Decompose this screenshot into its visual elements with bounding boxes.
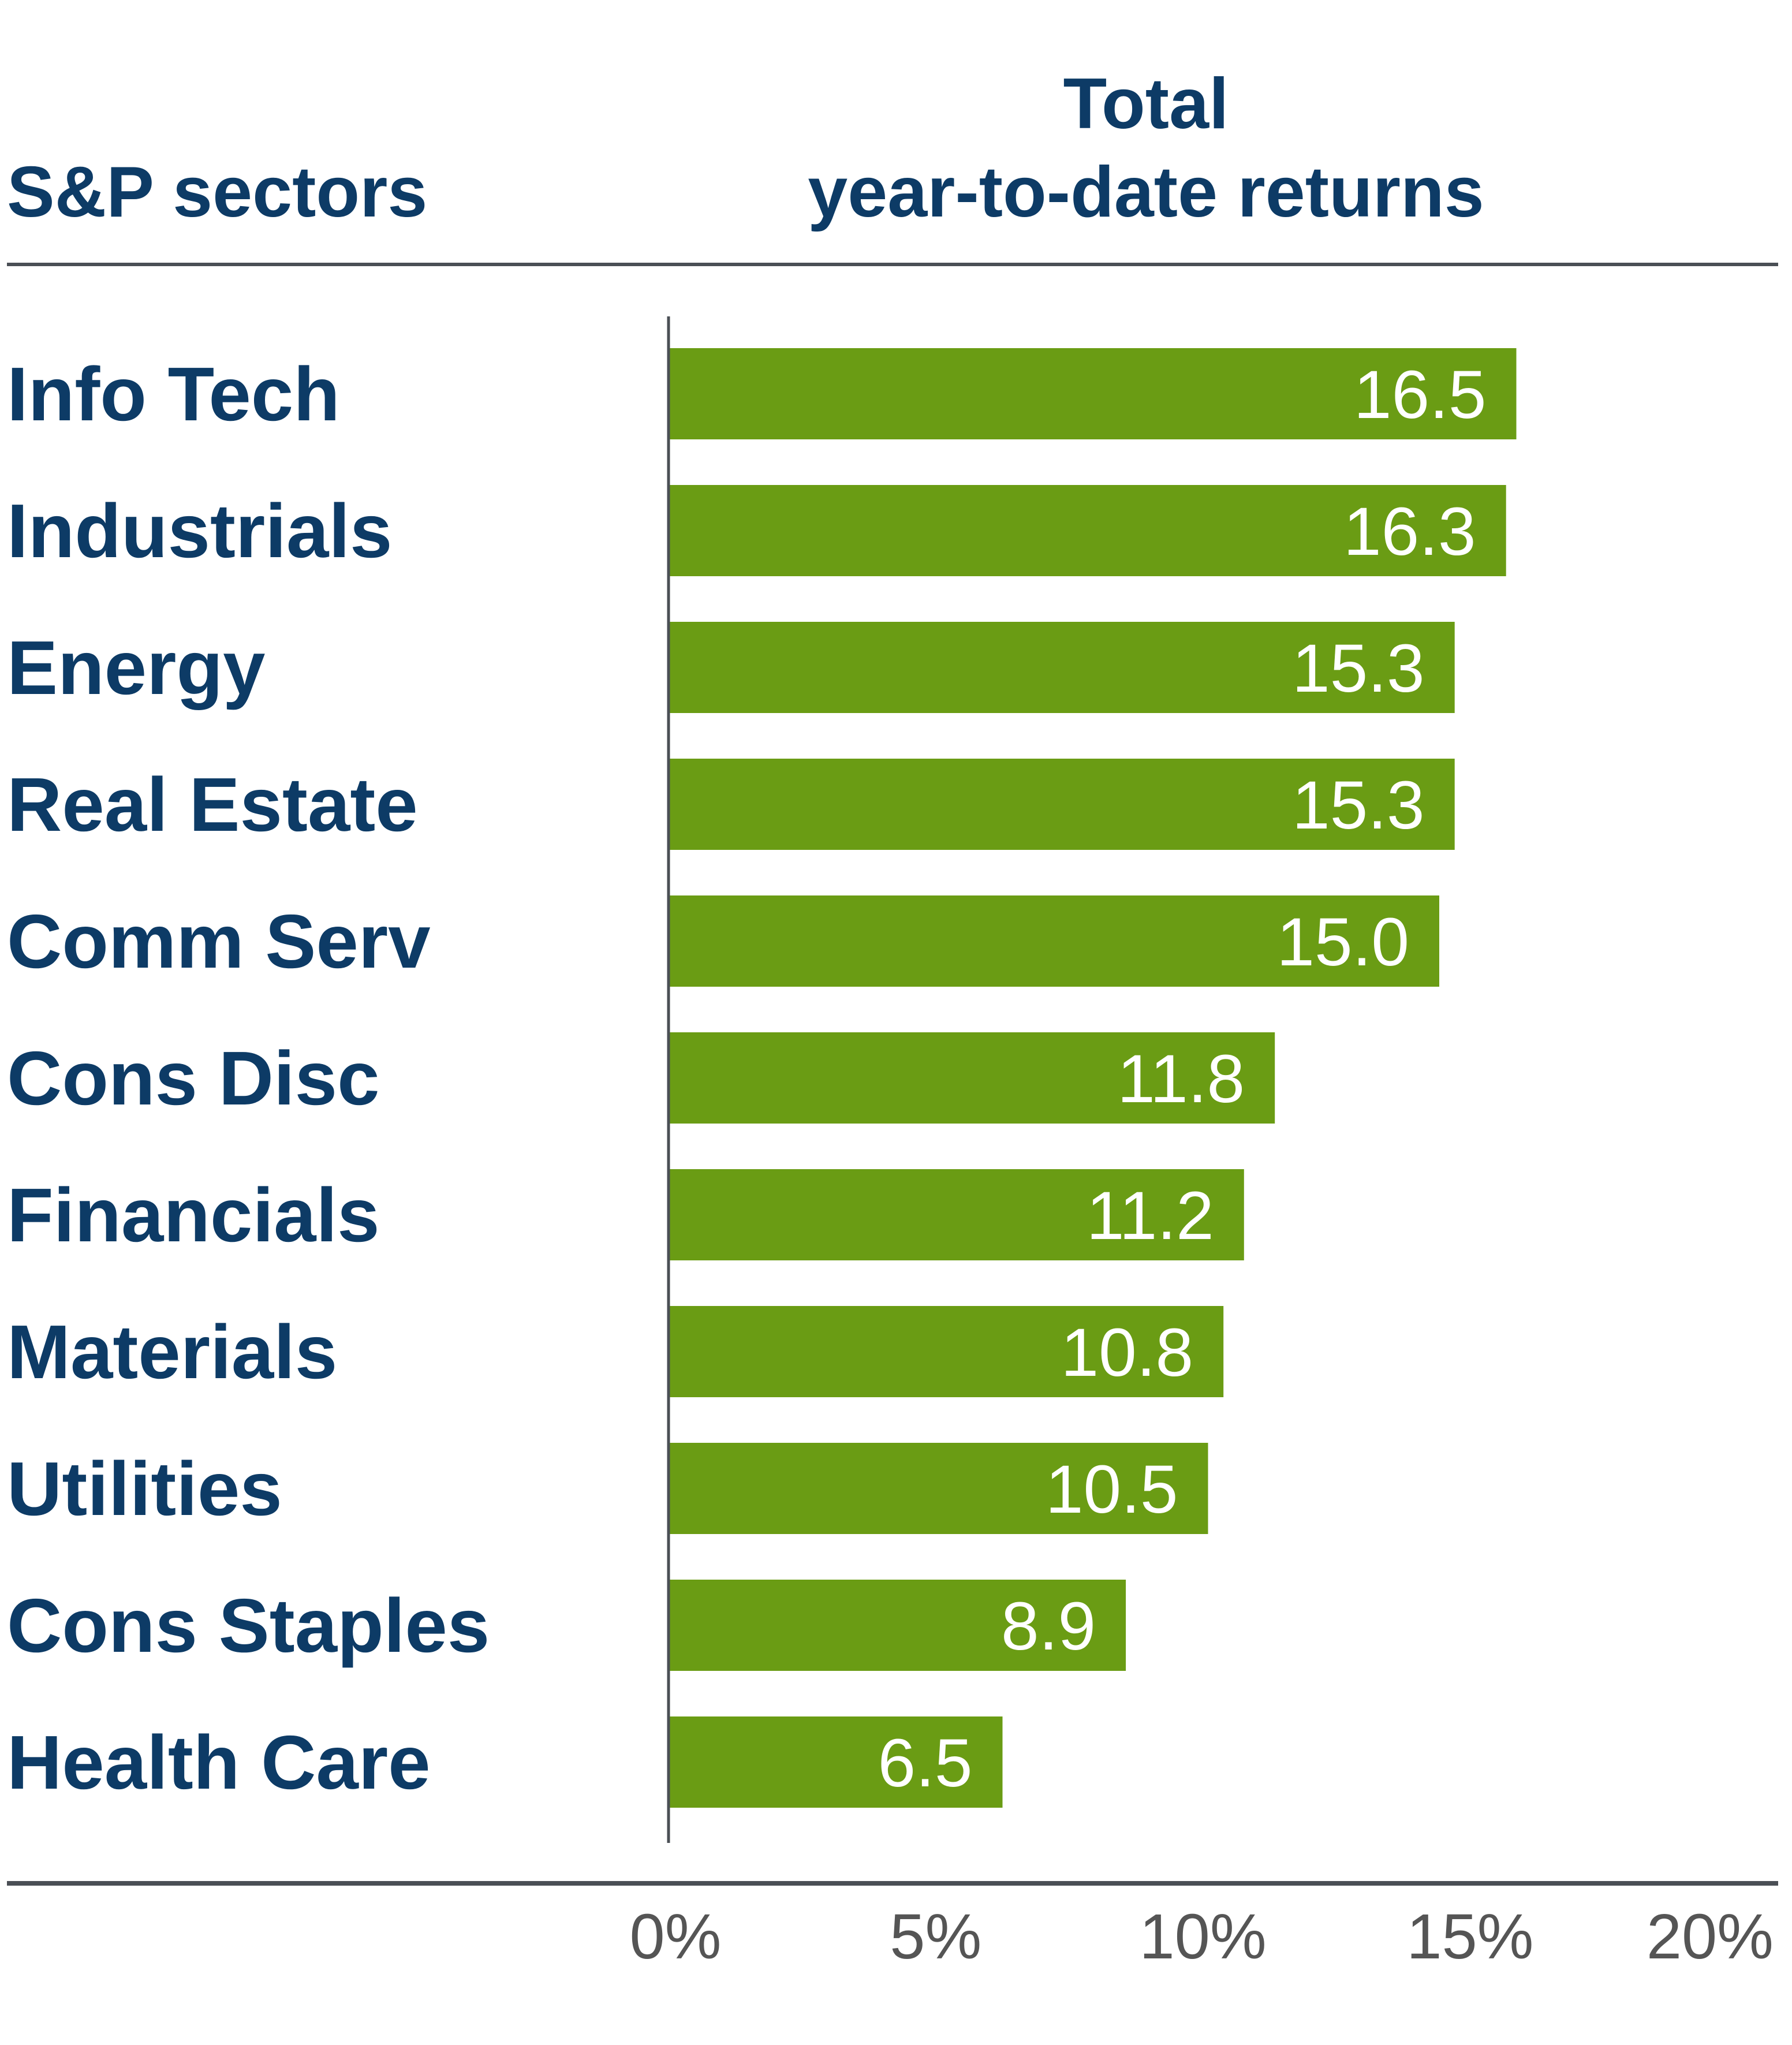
value-label: 15.3 <box>1292 630 1425 707</box>
category-label: Cons Disc <box>7 1036 380 1121</box>
value-label: 15.0 <box>1276 904 1409 980</box>
category-label: Cons Staples <box>7 1583 490 1668</box>
value-label: 11.2 <box>1087 1178 1214 1254</box>
category-label: Info Tech <box>7 352 340 436</box>
bar-energy <box>669 622 1455 713</box>
bar-cons-disc <box>669 1032 1275 1124</box>
value-labels: 16.5 16.3 15.3 15.3 15.0 11.8 11.2 10.8 10.5 8.9 6… <box>878 357 1486 1801</box>
value-label: 16.3 <box>1343 494 1476 570</box>
category-label: Real Estate <box>7 762 418 847</box>
value-label: 8.9 <box>1001 1588 1096 1665</box>
category-label: Materials <box>7 1309 337 1394</box>
x-tick-label: 20% <box>1647 1901 1774 1972</box>
category-label: Financials <box>7 1173 380 1257</box>
category-label: Industrials <box>7 488 392 573</box>
category-label: Energy <box>7 625 266 710</box>
bar-financials <box>669 1169 1244 1260</box>
bars <box>669 348 1517 1808</box>
category-label: Utilities <box>7 1446 282 1531</box>
value-label: 10.5 <box>1046 1451 1178 1528</box>
bar-industrials <box>669 485 1506 576</box>
bar-health-care <box>669 1716 1003 1808</box>
x-tick-label: 10% <box>1140 1901 1267 1972</box>
value-label: 11.8 <box>1117 1041 1245 1117</box>
value-label: 16.5 <box>1354 357 1487 433</box>
sectors-header: S&P sectors <box>7 152 427 232</box>
x-tick-labels: 0% 5% 10% 15% 20% <box>630 1901 1774 1972</box>
bar-utilities <box>669 1443 1208 1534</box>
x-tick-label: 15% <box>1406 1901 1533 1972</box>
x-tick-label: 0% <box>630 1901 722 1972</box>
category-label: Comm Serv <box>7 899 431 984</box>
bar-comm-serv <box>669 895 1439 987</box>
bar-real-estate <box>669 759 1455 850</box>
value-label: 10.8 <box>1061 1315 1194 1391</box>
bar-materials <box>669 1306 1224 1397</box>
returns-title-line2: year-to-date returns <box>808 152 1484 232</box>
value-label: 6.5 <box>878 1725 972 1801</box>
bar-info-tech <box>669 348 1517 439</box>
returns-title-line1: Total <box>1063 64 1229 144</box>
x-tick-label: 5% <box>890 1901 981 1972</box>
bar-cons-staples <box>669 1580 1126 1671</box>
value-label: 15.3 <box>1292 767 1425 844</box>
category-labels: Info Tech Industrials Energy Real Estate Com… <box>7 352 490 1805</box>
category-label: Health Care <box>7 1720 431 1805</box>
